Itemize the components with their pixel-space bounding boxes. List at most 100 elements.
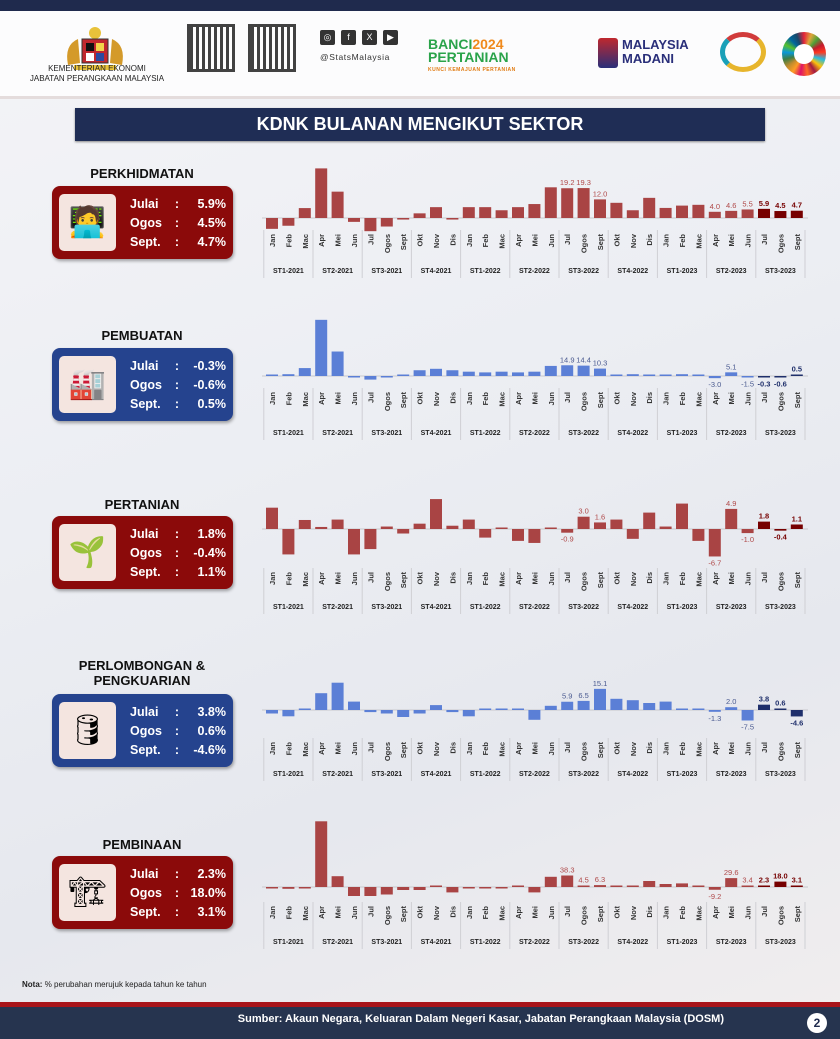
separator: :: [174, 564, 180, 579]
separator: :: [174, 377, 180, 392]
bar: [413, 213, 426, 218]
bar: [266, 710, 278, 714]
bar: [282, 374, 295, 376]
month-label: Feb: [481, 906, 490, 920]
quarter-label: ST2-2021: [322, 430, 353, 437]
data-label: -0.9: [561, 535, 574, 544]
data-label: 18.0: [773, 872, 788, 881]
month-label: Ogos: [776, 234, 785, 253]
month-label: Dis: [448, 572, 457, 584]
bar: [298, 519, 311, 529]
data-label: -9.2: [708, 892, 721, 901]
quarter-label: ST2-2023: [716, 771, 747, 778]
bar: [298, 368, 311, 376]
month-label: Jul: [563, 572, 572, 583]
bar: [495, 210, 508, 218]
bar: [790, 374, 803, 376]
quarter-label: ST1-2022: [470, 430, 501, 437]
data-label: 5.5: [742, 199, 752, 208]
chart-4: Jan Feb Mac Apr Mei Jun Jul Ogos Sept Okt Nov Dis Ja…: [262, 821, 808, 949]
bar: [495, 708, 508, 710]
youtube-icon[interactable]: ▶: [383, 30, 398, 45]
footer-divider: [0, 1002, 840, 1007]
bar: [594, 522, 606, 529]
bar: [676, 883, 688, 887]
facebook-icon[interactable]: f: [341, 30, 356, 45]
bar: [413, 887, 426, 890]
dosm-logo: [720, 32, 766, 72]
bar: [495, 527, 508, 529]
ministry-name: KEMENTERIAN EKONOMI JABATAN PERANGKAAN M…: [14, 64, 180, 84]
bar: [528, 710, 541, 720]
factory-icon: 🏭: [59, 356, 116, 413]
bar: [610, 698, 623, 710]
separator: :: [174, 358, 180, 373]
month-label: Mei: [334, 392, 343, 405]
data-label: 14.9: [560, 355, 575, 364]
bar: [397, 218, 410, 220]
bar: [266, 507, 278, 529]
month-label: Jul: [760, 572, 769, 583]
quarter-label: ST3-2023: [765, 430, 796, 437]
month-label: Okt: [612, 742, 621, 755]
bar: [741, 209, 754, 218]
month-label: Mac: [498, 742, 507, 757]
note-label: Nota:: [22, 980, 43, 989]
separator: :: [174, 704, 180, 719]
month-label: Mac: [498, 392, 507, 407]
summary-row: Sept.: 4.7%: [130, 232, 226, 251]
month-label: Dis: [645, 234, 654, 246]
quarter-label: ST4-2021: [421, 771, 452, 778]
bar: [315, 319, 328, 376]
bar: [479, 372, 492, 376]
month-label: Ogos: [776, 906, 785, 925]
bar: [774, 376, 787, 378]
summary-month: Ogos: [130, 885, 162, 900]
month-label: Apr: [711, 906, 720, 919]
month-label: Apr: [514, 742, 523, 755]
ministry-line2: JABATAN PERANGKAAN MALAYSIA: [29, 74, 165, 83]
bar: [544, 527, 557, 529]
bar: [331, 519, 344, 529]
data-label: 4.6: [726, 201, 736, 210]
month-label: Mac: [694, 392, 703, 407]
bar: [380, 887, 393, 895]
month-label: Dis: [645, 572, 654, 584]
month-label: Mac: [498, 906, 507, 921]
separator: :: [174, 526, 180, 541]
chart-0: Jan Feb Mac Apr Mei Jun Jul Ogos Sept Okt Nov Dis Ja…: [262, 168, 808, 278]
summary-value: 4.7%: [197, 234, 227, 249]
month-label: Apr: [514, 234, 523, 247]
qr-code[interactable]: [187, 24, 235, 72]
bar: [348, 376, 360, 378]
bar: [659, 884, 672, 887]
summary-month: Sept.: [130, 904, 161, 919]
x-icon[interactable]: X: [362, 30, 377, 45]
quarter-label: ST1-2022: [470, 939, 501, 946]
instagram-icon[interactable]: ◎: [320, 30, 335, 45]
month-label: Nov: [432, 391, 441, 406]
month-label: Jul: [760, 392, 769, 403]
quarter-label: ST1-2022: [470, 268, 501, 275]
bar: [348, 218, 360, 222]
bar: [282, 218, 295, 226]
month-label: Jun: [744, 392, 753, 406]
bar: [479, 887, 492, 889]
data-label: 4.9: [726, 499, 736, 508]
month-label: Mac: [498, 572, 507, 587]
sector-summary-panel: 🏗 Julai: 2.3% Ogos:18.0% Sept.: 3.1%: [52, 856, 233, 929]
summary-month: Julai: [130, 358, 159, 373]
quarter-label: ST1-2023: [667, 939, 698, 946]
month-label: Jun: [350, 742, 359, 756]
month-label: Ogos: [580, 572, 589, 591]
qr-code[interactable]: [248, 24, 296, 72]
summary-row: Ogos: 0.6%: [130, 721, 226, 740]
bar: [512, 708, 524, 710]
month-label: Apr: [317, 742, 326, 755]
summary-month: Julai: [130, 866, 159, 881]
sector-title: PERKHIDMATAN: [90, 166, 194, 181]
month-label: Apr: [711, 392, 720, 405]
bar: [462, 887, 475, 889]
summary-value: 18.0%: [190, 885, 226, 900]
data-label: 4.0: [710, 202, 720, 211]
